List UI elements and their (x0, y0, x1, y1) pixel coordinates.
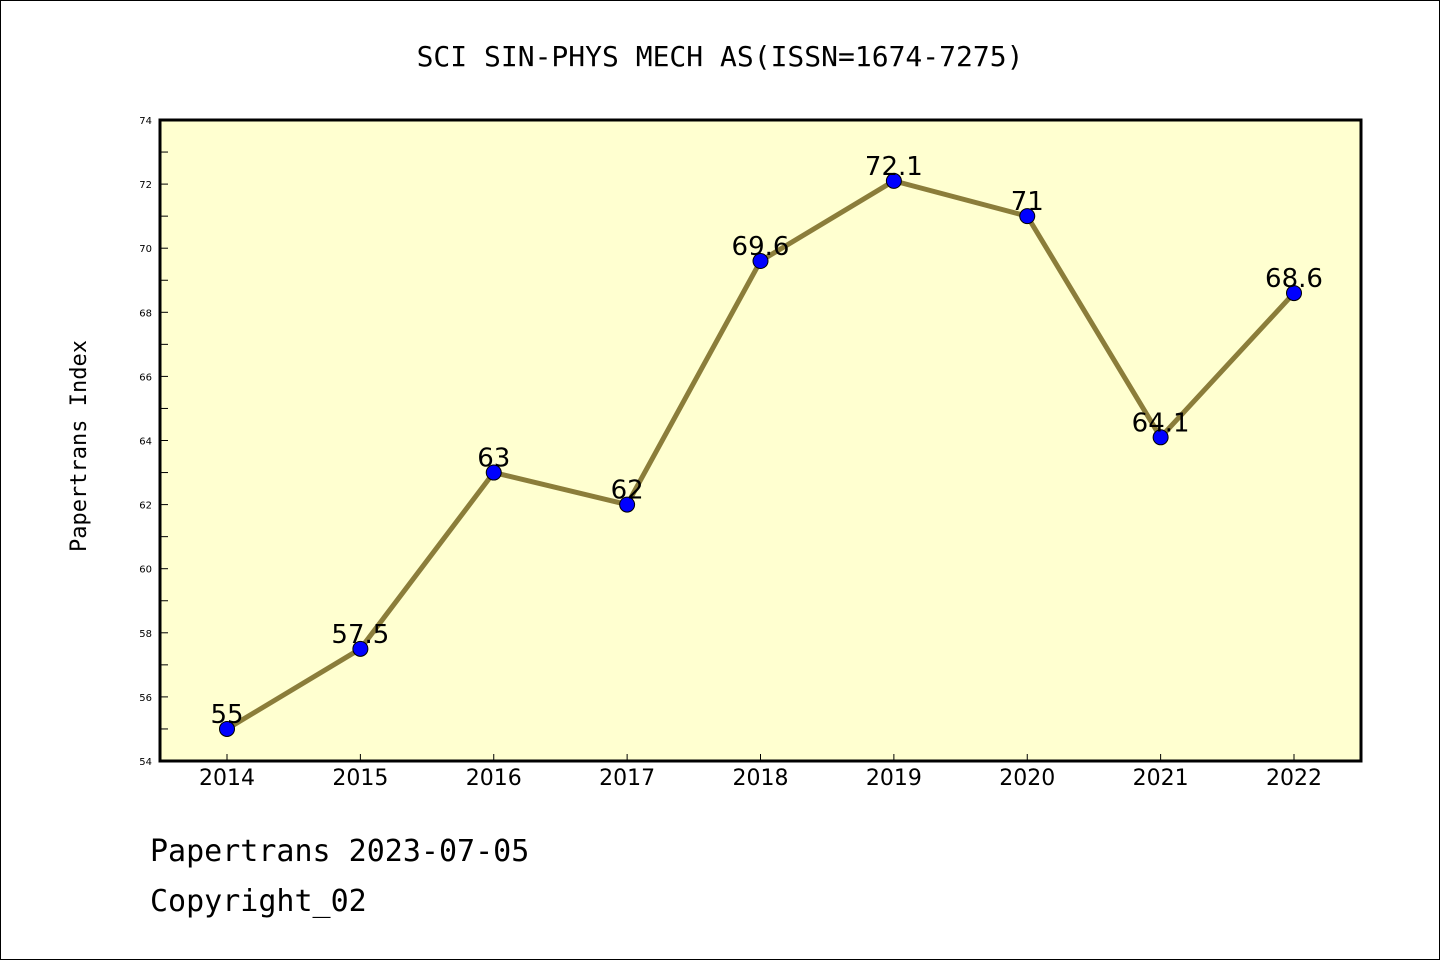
data-point (1019, 208, 1036, 225)
data-point (352, 640, 369, 657)
x-tick-label: 2022 (1266, 766, 1322, 791)
data-label: 57.5 (331, 620, 389, 650)
y-tick-label: 54 (139, 757, 152, 768)
x-tick-label: 2017 (599, 766, 655, 791)
data-label: 69.6 (732, 232, 790, 262)
series-layer: 55 57.5 63 62 69.6 72.1 71 64.1 68.6 (210, 152, 1323, 737)
data-label: 68.6 (1265, 264, 1323, 294)
y-tick-label: 64 (139, 437, 152, 448)
y-tick-label: 56 (139, 693, 152, 704)
y-tick-label: 68 (139, 308, 152, 319)
y-axis-label: Papertrans Index (67, 340, 92, 552)
x-tick-label: 2014 (199, 766, 255, 791)
data-point (752, 253, 769, 270)
data-point (219, 720, 235, 737)
x-tick-label: 2019 (866, 766, 922, 791)
chart-title: SCI SIN-PHYS MECH AS(ISSN=1674-7275) (417, 40, 1024, 73)
data-point (1286, 285, 1302, 302)
footer-copyright: Copyright_02 (150, 884, 367, 919)
data-label: 55 (210, 700, 243, 730)
data-label: 62 (611, 476, 644, 506)
x-axis: 2014 2015 2016 2017 2018 2019 2020 2021 2022 (199, 754, 1322, 791)
y-tick-label: 70 (139, 244, 152, 255)
x-tick-label: 2018 (733, 766, 789, 791)
y-tick-label: 58 (139, 629, 152, 640)
plot-area (160, 120, 1361, 761)
plot-border (158, 118, 1363, 763)
data-point (485, 464, 502, 481)
data-label: 63 (477, 444, 510, 474)
y-tick-label: 72 (139, 180, 152, 191)
y-axis: 54 56 58 60 62 64 66 68 70 72 74 (139, 116, 168, 768)
data-point (619, 496, 636, 513)
x-tick-label: 2016 (466, 766, 522, 791)
data-label: 71 (1011, 187, 1044, 217)
data-label: 64.1 (1132, 408, 1190, 438)
data-point (1152, 429, 1169, 446)
y-tick-label: 60 (139, 565, 152, 576)
y-tick-label: 62 (139, 501, 152, 512)
x-tick-label: 2020 (999, 766, 1055, 791)
data-label: 72.1 (865, 152, 923, 182)
y-tick-label: 74 (139, 116, 152, 127)
y-tick-label: 66 (139, 372, 152, 383)
x-tick-label: 2021 (1133, 766, 1189, 791)
x-tick-label: 2015 (332, 766, 388, 791)
data-point (885, 172, 902, 189)
footer-date: Papertrans 2023-07-05 (150, 834, 530, 869)
